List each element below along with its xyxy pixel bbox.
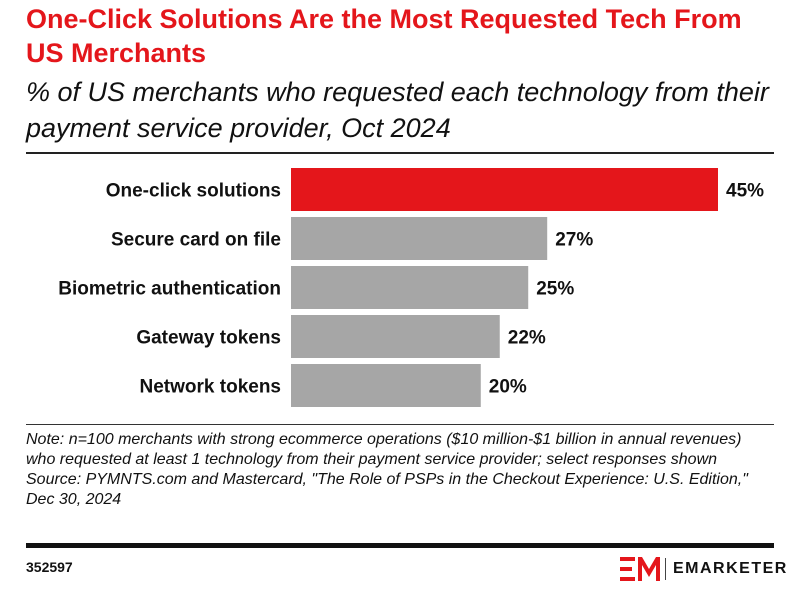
category-label-4: Gateway tokens [136,328,281,349]
note-text: Note: n=100 merchants with strong ecomme… [26,431,742,468]
bar-4 [291,315,500,358]
em-logo-icon [620,557,660,581]
bottom-divider [26,543,774,548]
chart-title: One-Click Solutions Are the Most Request… [26,4,742,68]
brand-logo: EMARKETER [620,556,788,582]
value-label-2: 27% [555,230,593,251]
value-label-1: 45% [726,181,764,202]
bar-5 [291,364,481,407]
category-label-3: Biometric authentication [58,279,281,300]
value-label-4: 22% [508,328,546,349]
bar-chart: One-click solutions 45% Secure card on fil… [58,168,764,407]
chart-subtitle: % of US merchants who requested each tec… [26,77,769,143]
chart-id: 352597 [26,559,73,575]
value-label-5: 20% [489,377,527,398]
bar-2 [291,217,548,260]
category-label-1: One-click solutions [106,181,281,202]
note-divider [26,424,774,425]
category-label-2: Secure card on file [111,230,281,251]
value-label-3: 25% [536,279,574,300]
bar-1 [291,168,718,211]
logo-separator [665,558,666,580]
category-label-5: Network tokens [140,377,281,398]
top-divider [26,152,774,154]
brand-name: EMARKETER [673,560,788,577]
chart-notes: Note: n=100 merchants with strong ecomme… [26,430,766,510]
source-text: Source: PYMNTS.com and Mastercard, "The … [26,471,748,508]
bar-3 [291,266,529,309]
